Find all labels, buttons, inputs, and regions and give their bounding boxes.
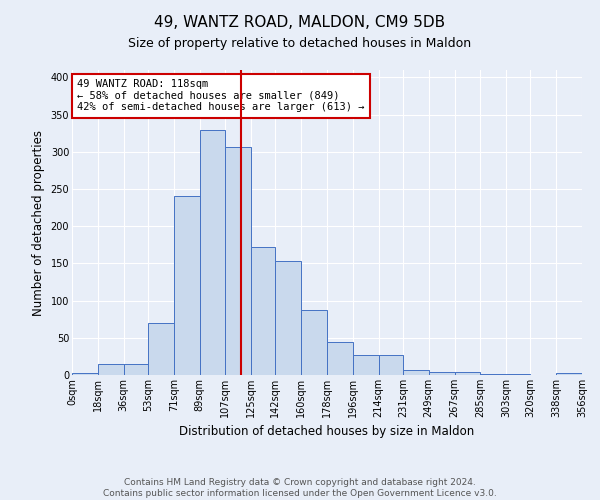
Bar [98,364,124,375]
Bar [301,310,327,375]
Bar [72,373,98,375]
Bar [327,342,353,375]
Bar [556,373,582,375]
Bar [174,196,199,375]
Bar [148,323,174,375]
Bar [275,261,301,375]
Bar [480,374,506,375]
Bar [455,372,480,375]
Bar [403,370,429,375]
Bar [124,364,148,375]
Bar [251,247,275,375]
Bar [379,355,403,375]
Text: Contains HM Land Registry data © Crown copyright and database right 2024.
Contai: Contains HM Land Registry data © Crown c… [103,478,497,498]
Bar [429,372,455,375]
Text: 49 WANTZ ROAD: 118sqm
← 58% of detached houses are smaller (849)
42% of semi-det: 49 WANTZ ROAD: 118sqm ← 58% of detached … [77,79,365,112]
Bar [506,374,530,375]
Bar [225,146,251,375]
Text: Size of property relative to detached houses in Maldon: Size of property relative to detached ho… [128,38,472,51]
X-axis label: Distribution of detached houses by size in Maldon: Distribution of detached houses by size … [179,426,475,438]
Bar [353,355,379,375]
Text: 49, WANTZ ROAD, MALDON, CM9 5DB: 49, WANTZ ROAD, MALDON, CM9 5DB [154,15,446,30]
Bar [199,130,225,375]
Y-axis label: Number of detached properties: Number of detached properties [32,130,45,316]
